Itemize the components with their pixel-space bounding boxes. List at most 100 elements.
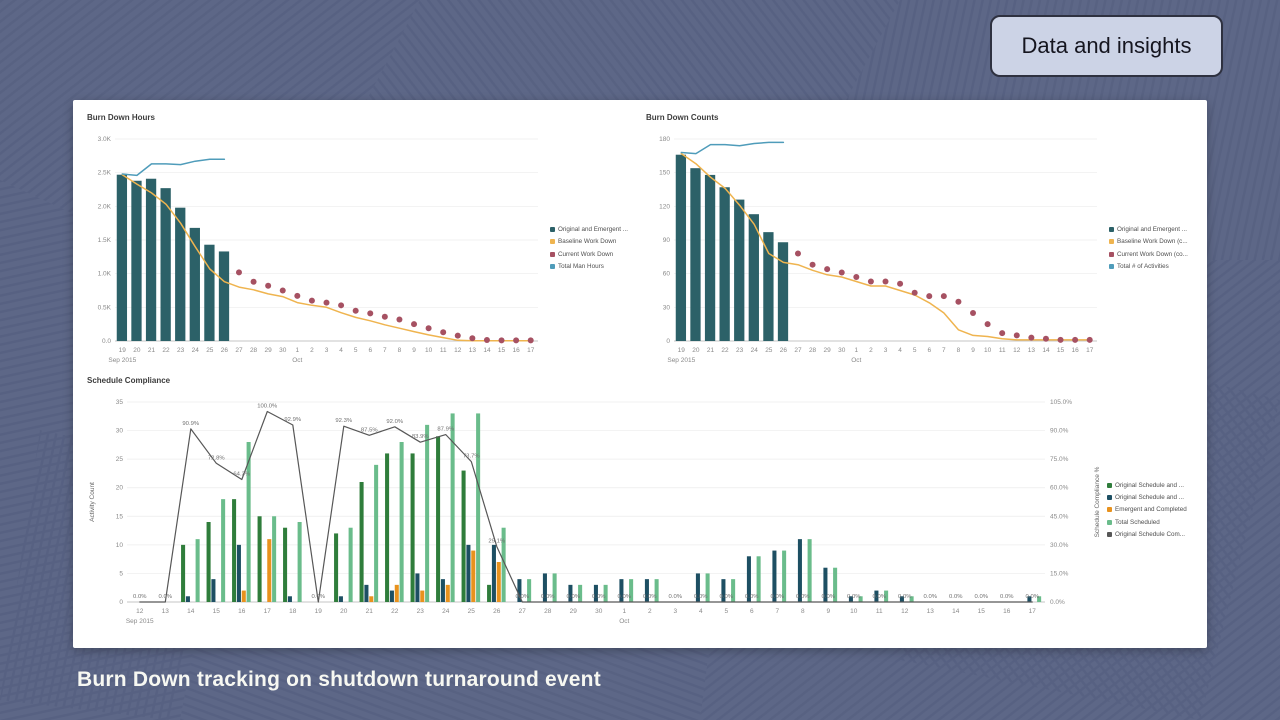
svg-text:Activity Count: Activity Count <box>89 482 96 522</box>
svg-text:2: 2 <box>869 347 873 354</box>
svg-text:20: 20 <box>340 608 348 615</box>
svg-text:5: 5 <box>354 347 358 354</box>
svg-text:19: 19 <box>315 608 323 615</box>
slide-caption: Burn Down tracking on shutdown turnaroun… <box>77 668 601 691</box>
svg-text:15: 15 <box>978 608 986 615</box>
svg-text:23: 23 <box>736 347 744 354</box>
svg-text:15: 15 <box>498 347 506 354</box>
schedule-compliance-plot: 0 0.0%5 15.0%10 30.0%15 45.0%20 60.0%25 75.0%3… <box>89 399 1101 625</box>
burn-down-counts-legend: Original and Emergent ... Baseline Work D… <box>1105 226 1197 270</box>
svg-text:30: 30 <box>279 347 287 354</box>
svg-text:29: 29 <box>265 347 273 354</box>
svg-text:29: 29 <box>824 347 832 354</box>
svg-text:3.0K: 3.0K <box>98 136 112 143</box>
legend-label: Original Schedule Com... <box>1115 530 1185 538</box>
svg-text:6: 6 <box>750 608 754 615</box>
svg-text:13: 13 <box>162 608 170 615</box>
chart-title: Schedule Compliance <box>87 376 171 385</box>
legend-swatch <box>1107 495 1112 501</box>
svg-text:13: 13 <box>469 347 477 354</box>
badge-label: Data and insights <box>1021 33 1192 58</box>
svg-text:64.3%: 64.3% <box>233 472 250 478</box>
svg-text:Sep 2015: Sep 2015 <box>126 618 154 625</box>
svg-text:83.9%: 83.9% <box>412 434 429 440</box>
legend-label: Baseline Work Down (c... <box>1117 238 1188 246</box>
svg-text:27: 27 <box>519 608 527 615</box>
svg-text:45.0%: 45.0% <box>1050 513 1069 520</box>
chart-title: Burn Down Counts <box>646 113 719 122</box>
svg-text:0.0%: 0.0% <box>924 594 938 600</box>
svg-text:24: 24 <box>442 608 450 615</box>
svg-text:0.0%: 0.0% <box>873 594 887 600</box>
svg-text:13: 13 <box>927 608 935 615</box>
svg-text:28: 28 <box>544 608 552 615</box>
svg-text:17: 17 <box>1029 608 1037 615</box>
legend-item: Original Schedule Com... <box>1107 531 1195 538</box>
svg-text:20: 20 <box>692 347 700 354</box>
svg-text:16: 16 <box>1003 608 1011 615</box>
svg-text:0.0%: 0.0% <box>133 594 147 600</box>
svg-text:16: 16 <box>238 608 246 615</box>
svg-text:14: 14 <box>952 608 960 615</box>
svg-text:4: 4 <box>898 347 902 354</box>
svg-text:7: 7 <box>775 608 779 615</box>
svg-text:0: 0 <box>666 338 670 345</box>
svg-text:0.0%: 0.0% <box>312 594 326 600</box>
svg-text:30: 30 <box>838 347 846 354</box>
svg-text:6: 6 <box>927 347 931 354</box>
svg-text:5: 5 <box>913 347 917 354</box>
legend-label: Original Schedule and ... <box>1115 494 1184 502</box>
svg-text:9: 9 <box>826 608 830 615</box>
legend-label: Emergent and Completed <box>1115 506 1187 514</box>
svg-text:0.0%: 0.0% <box>159 594 173 600</box>
chart-schedule-compliance: Schedule Compliance 0 0.0% 5 15.0% 10 30.0% 15… <box>85 371 1195 632</box>
legend-swatch <box>1107 519 1112 525</box>
svg-text:10: 10 <box>425 347 433 354</box>
svg-text:0.0%: 0.0% <box>516 594 530 600</box>
svg-text:27: 27 <box>794 347 802 354</box>
svg-text:7: 7 <box>383 347 387 354</box>
svg-text:3: 3 <box>325 347 329 354</box>
svg-text:0.0%: 0.0% <box>541 594 555 600</box>
svg-text:0.0%: 0.0% <box>1050 599 1065 606</box>
svg-text:0.0%: 0.0% <box>618 594 632 600</box>
svg-text:17: 17 <box>1086 347 1094 354</box>
svg-text:30: 30 <box>663 304 671 311</box>
legend-label: Baseline Work Down <box>558 238 617 246</box>
svg-text:90: 90 <box>663 237 671 244</box>
svg-text:14: 14 <box>483 347 491 354</box>
svg-text:21: 21 <box>148 347 156 354</box>
svg-text:0.0%: 0.0% <box>949 594 963 600</box>
svg-text:3: 3 <box>884 347 888 354</box>
svg-text:12: 12 <box>136 608 144 615</box>
svg-text:23: 23 <box>177 347 185 354</box>
legend-swatch <box>1109 263 1114 269</box>
legend-label: Total # of Activities <box>1117 262 1169 270</box>
legend-swatch <box>550 239 555 245</box>
svg-text:0.0%: 0.0% <box>592 594 606 600</box>
svg-text:6: 6 <box>368 347 372 354</box>
legend-swatch <box>1107 507 1112 513</box>
svg-text:0.0%: 0.0% <box>1000 594 1014 600</box>
svg-text:105.0%: 105.0% <box>1050 399 1072 406</box>
svg-text:Oct: Oct <box>619 618 629 625</box>
legend-item: Total # of Activities <box>1109 263 1197 270</box>
legend-swatch <box>550 251 555 257</box>
svg-text:9: 9 <box>971 347 975 354</box>
chart-burn-down-hours: Burn Down Hours 0.0 0.5K 1.0K 1.5K 2.0K 2.5K 3… <box>85 108 638 371</box>
svg-text:12: 12 <box>901 608 909 615</box>
svg-text:28: 28 <box>809 347 817 354</box>
legend-item: Baseline Work Down (c... <box>1109 238 1197 245</box>
burn-down-hours-legend: Original and Emergent ... Baseline Work D… <box>546 226 638 270</box>
svg-text:15: 15 <box>213 608 221 615</box>
legend-label: Original Schedule and ... <box>1115 481 1184 489</box>
legend-item: Original and Emergent ... <box>550 226 638 233</box>
svg-text:35: 35 <box>116 399 124 406</box>
top-charts-row: Burn Down Hours 0.0 0.5K 1.0K 1.5K 2.0K 2.5K 3… <box>85 108 1195 371</box>
svg-text:4: 4 <box>699 608 703 615</box>
legend-item: Total Scheduled <box>1107 519 1195 526</box>
legend-item: Original Schedule and ... <box>1107 494 1195 501</box>
svg-text:0.0%: 0.0% <box>898 594 912 600</box>
svg-text:30.0%: 30.0% <box>1050 542 1069 549</box>
